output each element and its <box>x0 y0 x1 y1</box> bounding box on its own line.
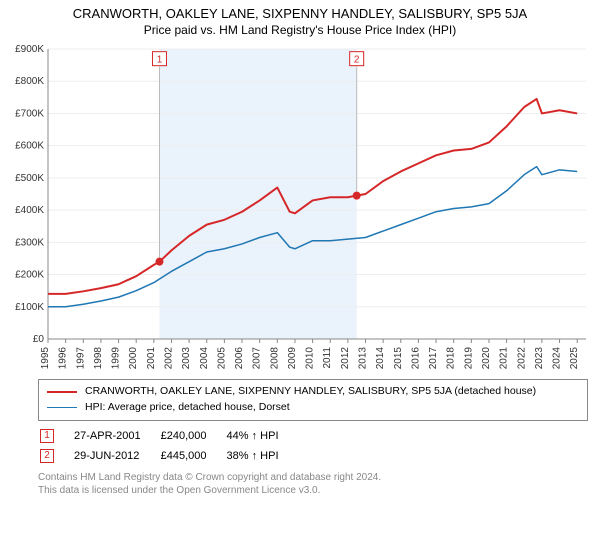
svg-text:2017: 2017 <box>428 347 439 370</box>
svg-text:1998: 1998 <box>93 347 104 370</box>
svg-text:2012: 2012 <box>340 347 351 370</box>
legend-swatch <box>47 407 77 409</box>
legend-label: CRANWORTH, OAKLEY LANE, SIXPENNY HANDLEY… <box>85 384 536 400</box>
svg-text:£0: £0 <box>33 334 45 345</box>
svg-text:£100K: £100K <box>15 302 44 313</box>
svg-text:£200K: £200K <box>15 270 44 281</box>
svg-text:1995: 1995 <box>40 347 51 370</box>
marker-price: £240,000 <box>161 427 225 445</box>
svg-text:2008: 2008 <box>269 347 280 370</box>
svg-text:1996: 1996 <box>58 347 69 370</box>
footer-line-2: This data is licensed under the Open Gov… <box>38 484 588 497</box>
chart-container: CRANWORTH, OAKLEY LANE, SIXPENNY HANDLEY… <box>0 0 600 503</box>
svg-text:2021: 2021 <box>499 347 510 370</box>
svg-text:2001: 2001 <box>146 347 157 370</box>
svg-text:2007: 2007 <box>252 347 263 370</box>
svg-text:£700K: £700K <box>15 108 44 119</box>
legend-swatch <box>47 391 77 393</box>
marker-id-box: 1 <box>40 429 54 443</box>
svg-text:£800K: £800K <box>15 76 44 87</box>
svg-text:£300K: £300K <box>15 237 44 248</box>
svg-text:2004: 2004 <box>199 347 210 370</box>
svg-text:1: 1 <box>157 55 163 66</box>
svg-text:2015: 2015 <box>393 347 404 370</box>
legend: CRANWORTH, OAKLEY LANE, SIXPENNY HANDLEY… <box>38 379 588 421</box>
svg-text:2000: 2000 <box>128 347 139 370</box>
svg-text:2024: 2024 <box>552 347 563 370</box>
chart-plot-area: £0 £100K £200K £300K £400K £500K £600K £700K £80… <box>6 43 594 373</box>
svg-text:2003: 2003 <box>181 347 192 370</box>
marker-row: 1 27-APR-2001£240,00044% ↑ HPI <box>40 427 297 445</box>
svg-text:£900K: £900K <box>15 44 44 55</box>
marker-pct: 38% ↑ HPI <box>227 447 297 465</box>
chart-title: CRANWORTH, OAKLEY LANE, SIXPENNY HANDLEY… <box>6 6 594 21</box>
markers-table: 1 27-APR-2001£240,00044% ↑ HPI 2 29-JUN-201… <box>38 425 299 467</box>
svg-text:2005: 2005 <box>216 347 227 370</box>
svg-text:2023: 2023 <box>534 347 545 370</box>
marker-row: 2 29-JUN-2012£445,00038% ↑ HPI <box>40 447 297 465</box>
legend-row: CRANWORTH, OAKLEY LANE, SIXPENNY HANDLEY… <box>47 384 579 400</box>
svg-text:£500K: £500K <box>15 173 44 184</box>
footer-attribution: Contains HM Land Registry data © Crown c… <box>38 471 588 497</box>
svg-text:2009: 2009 <box>287 347 298 370</box>
svg-text:2010: 2010 <box>305 347 316 370</box>
legend-label: HPI: Average price, detached house, Dors… <box>85 400 290 416</box>
marker-pct: 44% ↑ HPI <box>227 427 297 445</box>
svg-text:2025: 2025 <box>569 347 580 370</box>
svg-text:2006: 2006 <box>234 347 245 370</box>
footer-line-1: Contains HM Land Registry data © Crown c… <box>38 471 588 484</box>
svg-text:2019: 2019 <box>463 347 474 370</box>
svg-text:1997: 1997 <box>75 347 86 370</box>
svg-text:2016: 2016 <box>410 347 421 370</box>
marker-date: 27-APR-2001 <box>74 427 159 445</box>
marker-id-box: 2 <box>40 449 54 463</box>
svg-text:2018: 2018 <box>446 347 457 370</box>
svg-text:2014: 2014 <box>375 347 386 370</box>
svg-text:1999: 1999 <box>111 347 122 370</box>
chart-subtitle: Price paid vs. HM Land Registry's House … <box>6 23 594 37</box>
svg-text:2002: 2002 <box>163 347 174 370</box>
svg-text:2020: 2020 <box>481 347 492 370</box>
legend-row: HPI: Average price, detached house, Dors… <box>47 400 579 416</box>
svg-text:£400K: £400K <box>15 205 44 216</box>
svg-text:£600K: £600K <box>15 141 44 152</box>
marker-date: 29-JUN-2012 <box>74 447 159 465</box>
svg-text:2013: 2013 <box>358 347 369 370</box>
line-chart-svg: £0 £100K £200K £300K £400K £500K £600K £700K £80… <box>6 43 594 373</box>
svg-text:2022: 2022 <box>516 347 527 370</box>
svg-text:2: 2 <box>354 55 360 66</box>
svg-text:2011: 2011 <box>322 347 333 369</box>
marker-price: £445,000 <box>161 447 225 465</box>
